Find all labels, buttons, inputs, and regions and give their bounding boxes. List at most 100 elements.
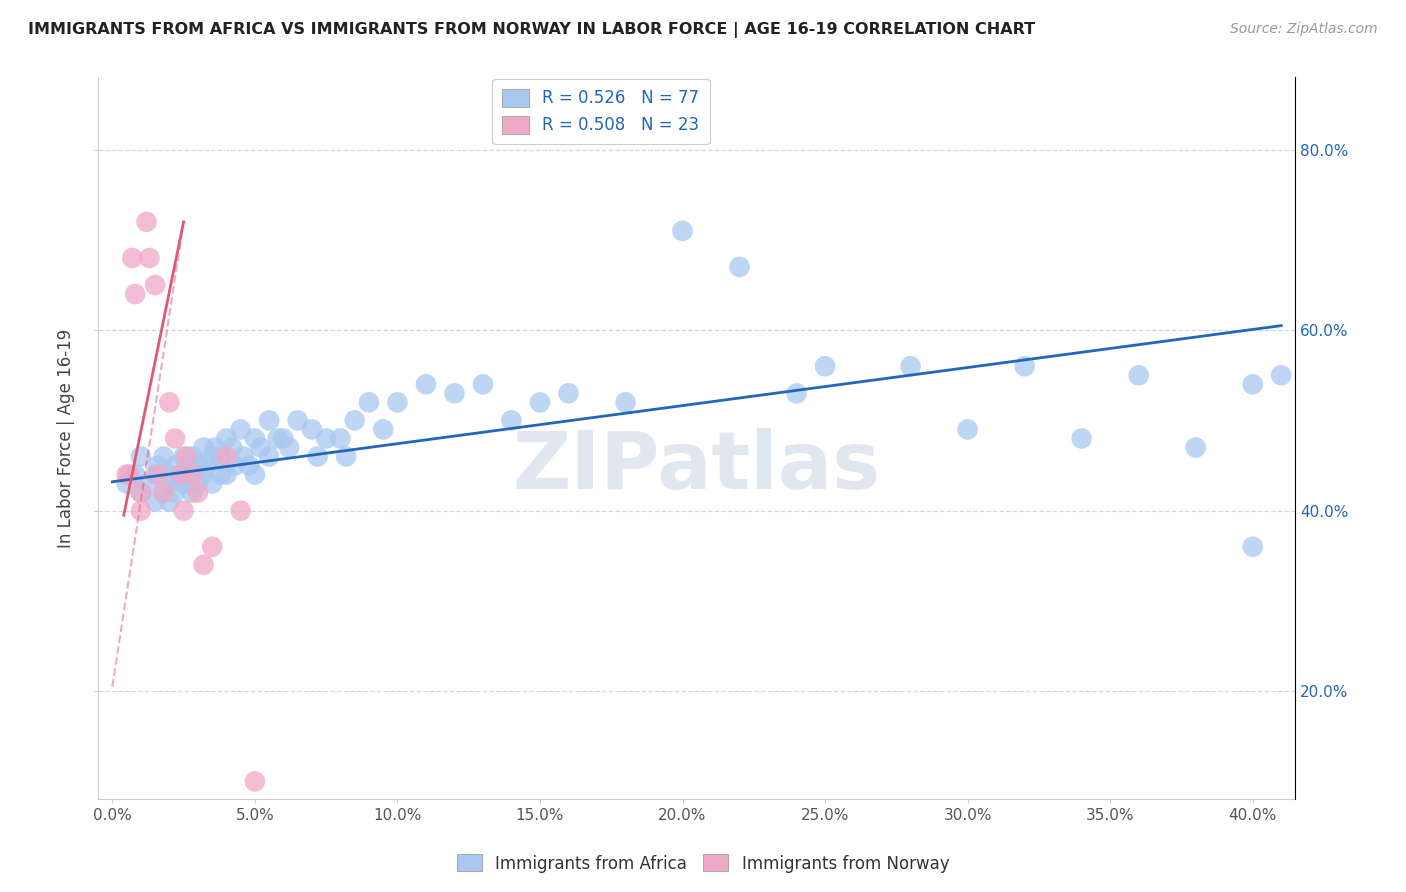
Point	[301, 422, 323, 436]
Point	[229, 422, 252, 436]
Point	[124, 287, 146, 301]
Point	[135, 215, 157, 229]
Point	[287, 413, 309, 427]
Point	[557, 386, 579, 401]
Point	[238, 458, 260, 473]
Point	[201, 476, 224, 491]
Point	[138, 251, 160, 265]
Point	[165, 485, 187, 500]
Point	[209, 450, 232, 464]
Point	[1184, 441, 1206, 455]
Point	[229, 503, 252, 517]
Point	[170, 467, 193, 482]
Point	[157, 476, 180, 491]
Point	[152, 485, 174, 500]
Point	[195, 458, 218, 473]
Point	[187, 458, 209, 473]
Point	[143, 494, 166, 508]
Point	[1270, 368, 1292, 383]
Point	[129, 450, 152, 464]
Point	[187, 485, 209, 500]
Point	[173, 476, 195, 491]
Legend: Immigrants from Africa, Immigrants from Norway: Immigrants from Africa, Immigrants from …	[450, 847, 956, 880]
Point	[267, 432, 290, 446]
Text: Source: ZipAtlas.com: Source: ZipAtlas.com	[1230, 22, 1378, 37]
Point	[146, 458, 169, 473]
Point	[204, 441, 226, 455]
Point	[115, 476, 138, 491]
Point	[232, 450, 254, 464]
Point	[201, 540, 224, 554]
Point	[165, 432, 187, 446]
Point	[129, 503, 152, 517]
Point	[181, 450, 204, 464]
Point	[115, 467, 138, 482]
Point	[357, 395, 380, 409]
Point	[273, 432, 295, 446]
Point	[243, 432, 266, 446]
Point	[956, 422, 979, 436]
Point	[373, 422, 395, 436]
Point	[124, 467, 146, 482]
Point	[215, 432, 238, 446]
Point	[387, 395, 409, 409]
Point	[152, 450, 174, 464]
Point	[209, 467, 232, 482]
Point	[146, 467, 169, 482]
Point	[501, 413, 523, 427]
Y-axis label: In Labor Force | Age 16-19: In Labor Force | Age 16-19	[58, 329, 75, 548]
Point	[257, 450, 280, 464]
Point	[249, 441, 271, 455]
Point	[121, 251, 143, 265]
Point	[814, 359, 837, 374]
Point	[1070, 432, 1092, 446]
Point	[193, 467, 215, 482]
Point	[176, 467, 198, 482]
Point	[193, 558, 215, 572]
Point	[243, 774, 266, 789]
Point	[157, 494, 180, 508]
Point	[786, 386, 808, 401]
Point	[193, 441, 215, 455]
Point	[329, 432, 352, 446]
Point	[415, 377, 437, 392]
Point	[671, 224, 693, 238]
Point	[529, 395, 551, 409]
Point	[118, 467, 141, 482]
Point	[1241, 540, 1264, 554]
Point	[165, 458, 187, 473]
Point	[176, 450, 198, 464]
Point	[1014, 359, 1036, 374]
Point	[472, 377, 495, 392]
Text: IMMIGRANTS FROM AFRICA VS IMMIGRANTS FROM NORWAY IN LABOR FORCE | AGE 16-19 CORR: IMMIGRANTS FROM AFRICA VS IMMIGRANTS FRO…	[28, 22, 1035, 38]
Point	[201, 450, 224, 464]
Legend: R = 0.526   N = 77, R = 0.508   N = 23: R = 0.526 N = 77, R = 0.508 N = 23	[492, 78, 710, 145]
Point	[900, 359, 922, 374]
Point	[307, 450, 329, 464]
Point	[443, 386, 465, 401]
Point	[181, 485, 204, 500]
Point	[143, 278, 166, 293]
Point	[179, 476, 201, 491]
Point	[1128, 368, 1150, 383]
Point	[135, 476, 157, 491]
Point	[187, 476, 209, 491]
Point	[614, 395, 637, 409]
Point	[728, 260, 751, 274]
Point	[157, 467, 180, 482]
Point	[143, 467, 166, 482]
Point	[215, 450, 238, 464]
Point	[173, 450, 195, 464]
Point	[1241, 377, 1264, 392]
Point	[343, 413, 366, 427]
Point	[257, 413, 280, 427]
Point	[152, 485, 174, 500]
Point	[157, 395, 180, 409]
Point	[243, 467, 266, 482]
Point	[173, 503, 195, 517]
Point	[315, 432, 337, 446]
Point	[335, 450, 357, 464]
Point	[129, 485, 152, 500]
Point	[215, 467, 238, 482]
Text: ZIPatlas: ZIPatlas	[513, 428, 882, 507]
